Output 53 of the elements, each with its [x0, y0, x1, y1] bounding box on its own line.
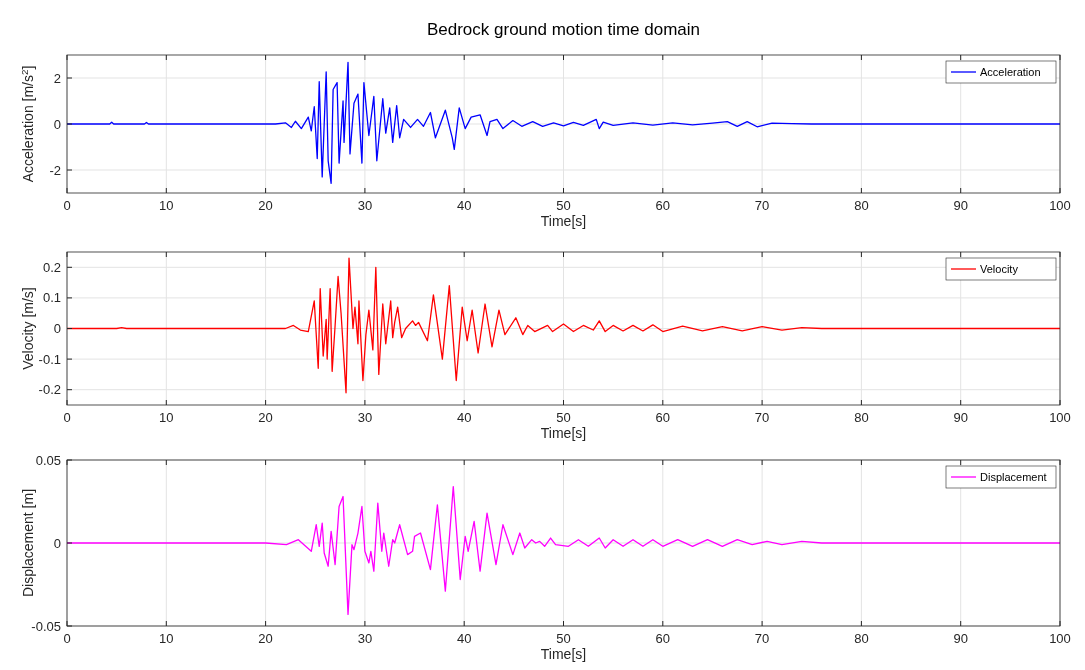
y-tick-label: 0: [53, 321, 61, 336]
x-tick-label: 60: [655, 198, 671, 213]
y-axis-title: Velocity [m/s]: [20, 287, 36, 370]
chart-title: Bedrock ground motion time domain: [426, 20, 701, 39]
y-tick-label: -2: [49, 162, 61, 178]
y-tick-label: 2: [53, 70, 61, 86]
y-tick-label: 0: [53, 116, 61, 132]
x-tick-label: 30: [357, 198, 373, 213]
x-tick-label: 70: [754, 631, 770, 646]
x-tick-label: 70: [754, 198, 770, 213]
x-tick-label: 10: [159, 410, 174, 425]
y-tick-label: 0.2: [42, 259, 61, 275]
x-tick-label: 20: [258, 631, 273, 646]
x-tick-label: 50: [556, 198, 571, 213]
y-tick-label: 0.1: [42, 290, 61, 306]
x-tick-label: 90: [953, 631, 968, 646]
x-tick-label: 100: [1049, 631, 1071, 646]
x-tick-label: 60: [655, 410, 671, 425]
x-tick-label: 80: [854, 631, 869, 646]
x-tick-label: 100: [1049, 410, 1071, 425]
x-tick-label: 30: [357, 631, 373, 646]
x-tick-label: 10: [159, 631, 174, 646]
x-tick-label: 50: [556, 410, 571, 425]
legend-label: Velocity: [980, 263, 1019, 275]
x-tick-label: 0: [63, 410, 71, 425]
x-tick-label: 90: [953, 198, 968, 213]
y-tick-label: 0: [53, 535, 61, 551]
x-tick-label: 80: [854, 410, 869, 425]
x-tick-label: 30: [357, 410, 373, 425]
x-tick-label: 80: [854, 198, 869, 213]
x-tick-label: 0: [63, 631, 71, 646]
legend-label: Acceleration: [980, 66, 1041, 78]
x-tick-label: 70: [754, 410, 770, 425]
x-tick-label: 10: [159, 198, 174, 213]
y-tick-label: -0.1: [38, 351, 61, 367]
legend-label: Displacement: [980, 471, 1047, 483]
x-tick-label: 90: [953, 410, 968, 425]
x-tick-label: 20: [258, 198, 273, 213]
y-tick-label: 0.05: [35, 452, 61, 468]
y-tick-label: -0.2: [38, 382, 61, 398]
y-tick-label: -0.05: [31, 618, 61, 634]
x-tick-label: 20: [258, 410, 273, 425]
x-tick-label: 60: [655, 631, 671, 646]
x-axis-title: Time[s]: [540, 646, 587, 662]
x-axis-title: Time[s]: [540, 213, 587, 229]
y-axis-title: Displacement [m]: [20, 488, 36, 598]
x-tick-label: 40: [456, 631, 472, 646]
x-tick-label: 40: [456, 410, 472, 425]
x-axis-title: Time[s]: [540, 425, 587, 441]
x-tick-label: 0: [63, 198, 71, 213]
x-tick-label: 100: [1049, 198, 1071, 213]
x-tick-label: 50: [556, 631, 571, 646]
x-tick-label: 40: [456, 198, 472, 213]
